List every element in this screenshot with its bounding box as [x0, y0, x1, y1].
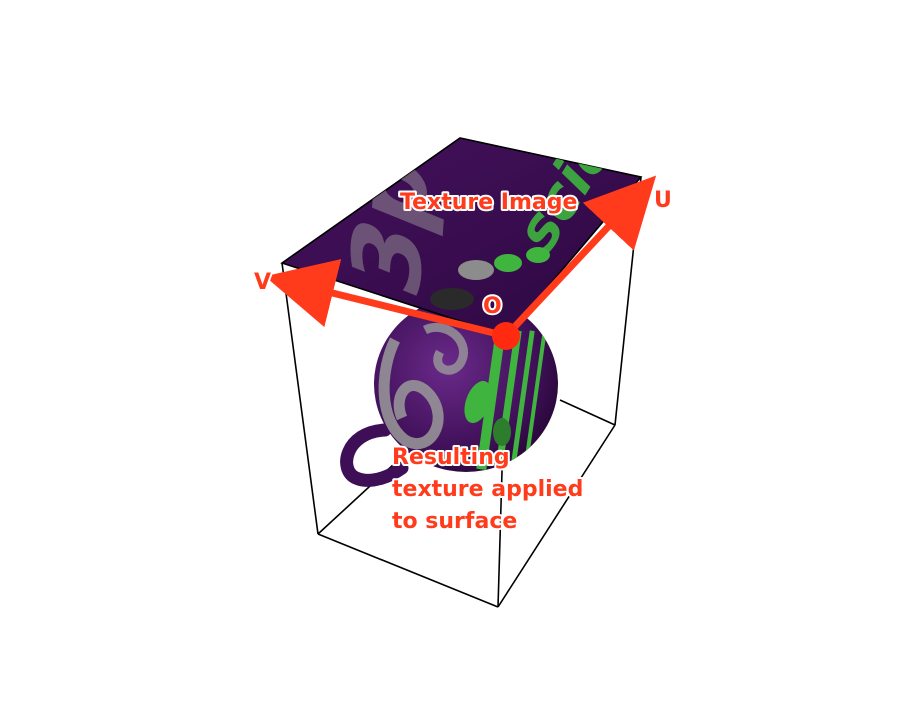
v-axis-label: V: [254, 270, 271, 295]
box-edge-left-vertical: [281, 262, 319, 535]
box-edge-bottom-back-left: [317, 439, 421, 535]
texture-dot-dark: [430, 288, 474, 310]
origin-point: [492, 322, 520, 350]
kettle-handle: [340, 423, 409, 487]
texture-brand-left-word: 3pot: [332, 22, 458, 313]
texture-dot-green: [494, 254, 522, 272]
texture-image-plane: 3pot science: [280, 22, 643, 337]
texture-dot-gray: [458, 260, 494, 280]
texture-image-label: Texture Image: [400, 190, 577, 215]
uv-axes: [264, 175, 657, 350]
result-label-line3: to surface: [392, 509, 517, 534]
box-edge-bottom-front-left: [317, 533, 499, 608]
result-label-line2: texture applied: [392, 477, 583, 502]
u-axis-label: U: [654, 188, 672, 213]
texture-dot-green-2: [526, 247, 550, 263]
box-edge-bottom-front-right: [497, 424, 616, 608]
result-label-line1: Resulting: [392, 445, 510, 470]
origin-label: O: [483, 294, 502, 319]
box-edge-bottom-back-right: [559, 399, 616, 426]
u-axis-arrow: [503, 175, 657, 339]
v-axis-arrow: [264, 259, 507, 340]
